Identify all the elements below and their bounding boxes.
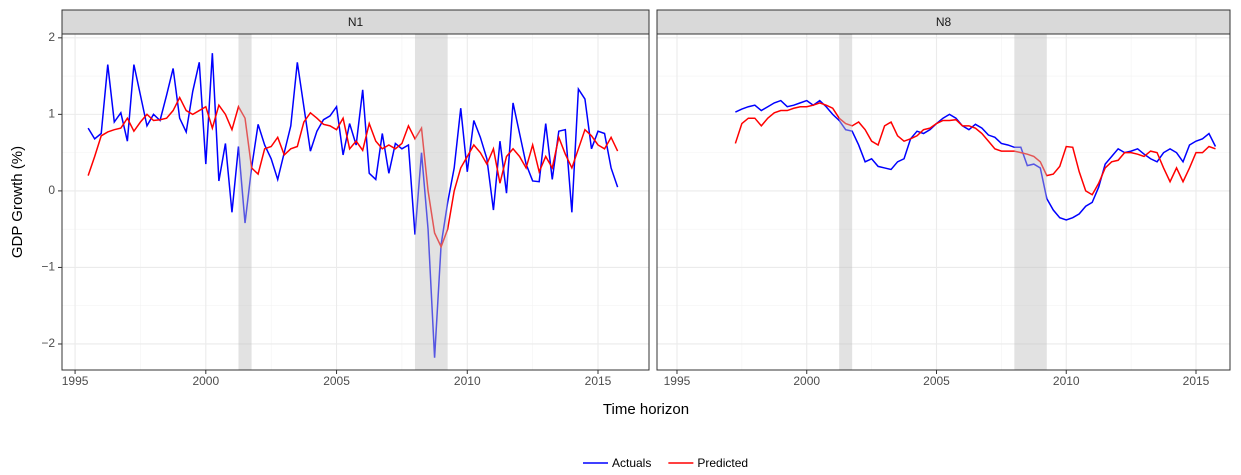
strip-title: N8 bbox=[936, 15, 952, 29]
legend-label: Actuals bbox=[612, 456, 651, 470]
y-tick-label: −2 bbox=[41, 336, 55, 350]
x-tick-label: 2010 bbox=[454, 374, 481, 388]
y-tick-label: 1 bbox=[48, 107, 55, 121]
y-axis-title: GDP Growth (%) bbox=[9, 146, 26, 258]
x-tick-label: 1995 bbox=[62, 374, 89, 388]
x-tick-label: 2000 bbox=[793, 374, 820, 388]
x-axis-title: Time horizon bbox=[603, 401, 689, 418]
shaded-region bbox=[1014, 34, 1047, 370]
x-tick-label: 2015 bbox=[585, 374, 612, 388]
x-tick-label: 2005 bbox=[923, 374, 950, 388]
shaded-region bbox=[839, 34, 853, 370]
y-tick-label: 0 bbox=[48, 183, 55, 197]
series-line bbox=[734, 102, 1216, 196]
series-line bbox=[87, 95, 619, 249]
panel-background bbox=[657, 34, 1230, 370]
y-tick-label: −1 bbox=[41, 260, 55, 274]
strip bbox=[61, 9, 650, 35]
x-tick-label: 2000 bbox=[192, 374, 219, 388]
y-tick-label: 2 bbox=[48, 30, 55, 44]
x-tick-label: 1995 bbox=[664, 374, 691, 388]
strip bbox=[656, 9, 1231, 35]
x-tick-label: 2005 bbox=[323, 374, 350, 388]
x-tick-label: 2015 bbox=[1183, 374, 1210, 388]
x-tick-label: 2010 bbox=[1053, 374, 1080, 388]
shaded-region bbox=[414, 34, 448, 370]
strip-title: N1 bbox=[348, 15, 364, 29]
legend-label: Predicted bbox=[697, 456, 748, 470]
shaded-region bbox=[238, 34, 252, 370]
series-line bbox=[87, 53, 619, 358]
panel-background bbox=[62, 34, 649, 370]
